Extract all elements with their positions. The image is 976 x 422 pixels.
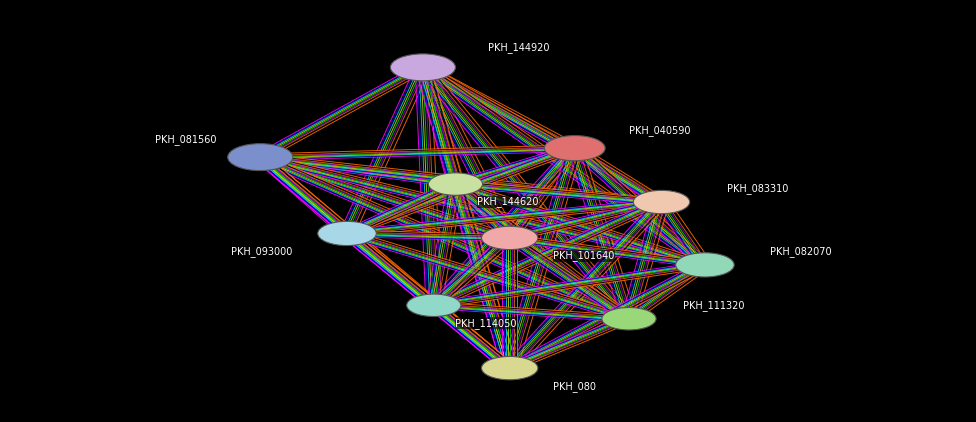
Circle shape (227, 143, 293, 170)
Text: PKH_101640: PKH_101640 (553, 250, 615, 261)
Text: PKH_093000: PKH_093000 (231, 246, 293, 257)
Text: PKH_144920: PKH_144920 (488, 42, 549, 53)
Circle shape (318, 221, 377, 246)
Circle shape (407, 294, 461, 316)
Circle shape (675, 253, 734, 277)
Circle shape (390, 54, 456, 81)
Text: PKH_040590: PKH_040590 (629, 125, 690, 135)
Circle shape (545, 135, 605, 161)
Text: PKH_111320: PKH_111320 (683, 300, 745, 311)
Circle shape (481, 357, 538, 380)
Text: PKH_114050: PKH_114050 (456, 318, 517, 329)
Circle shape (602, 308, 656, 330)
Text: PKH_081560: PKH_081560 (155, 134, 217, 145)
Text: PKH_083310: PKH_083310 (726, 183, 788, 194)
Circle shape (633, 190, 690, 214)
Text: PKH_144620: PKH_144620 (477, 197, 539, 208)
Circle shape (481, 226, 538, 249)
Text: PKH_080: PKH_080 (553, 381, 596, 392)
Text: PKH_082070: PKH_082070 (770, 246, 832, 257)
Circle shape (428, 173, 482, 195)
